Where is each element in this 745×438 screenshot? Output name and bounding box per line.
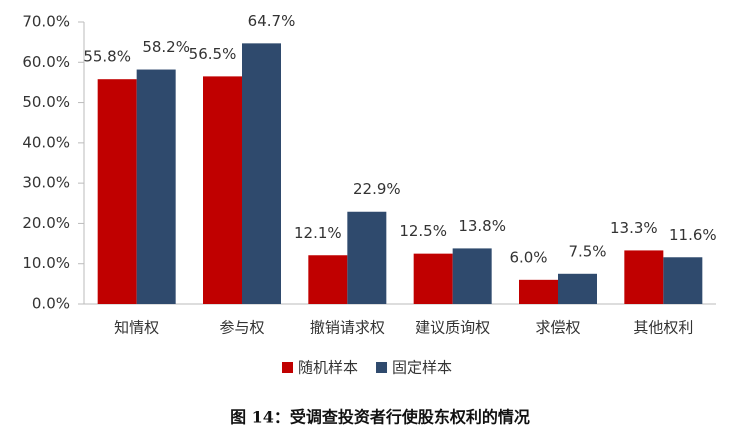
- value-label: 64.7%: [248, 12, 296, 30]
- y-tick-label: 60.0%: [22, 53, 70, 71]
- bar: [413, 253, 453, 304]
- bar: [308, 255, 348, 304]
- bar: [519, 279, 558, 304]
- bar: [663, 257, 703, 304]
- x-tick-label: 参与权: [219, 319, 264, 337]
- y-tick-label: 20.0%: [22, 214, 70, 232]
- y-tick-label: 70.0%: [22, 13, 70, 31]
- x-tick-label: 其他权利: [633, 319, 693, 337]
- value-label: 11.6%: [669, 226, 717, 244]
- bar: [558, 273, 597, 304]
- x-tick-label: 求偿权: [535, 319, 580, 337]
- x-tick-label: 知情权: [114, 319, 159, 337]
- value-label: 12.1%: [294, 224, 342, 242]
- y-tick-label: 50.0%: [22, 93, 70, 111]
- value-label: 7.5%: [568, 242, 606, 260]
- bar: [136, 69, 176, 304]
- legend-swatch: [376, 362, 388, 373]
- x-tick-label: 建议质询权: [415, 319, 490, 337]
- value-label: 13.3%: [610, 219, 658, 237]
- y-tick-label: 0.0%: [32, 295, 70, 313]
- value-label: 55.8%: [83, 48, 131, 66]
- y-tick-label: 10.0%: [22, 254, 70, 272]
- y-tick-label: 40.0%: [22, 133, 70, 151]
- legend-swatch: [282, 362, 293, 373]
- bar: [347, 211, 387, 304]
- legend-label: 固定样本: [392, 359, 452, 377]
- value-label: 12.5%: [399, 222, 447, 240]
- value-label: 58.2%: [142, 38, 190, 56]
- value-label: 22.9%: [353, 180, 401, 198]
- x-tick-label: 撤销请求权: [310, 319, 385, 337]
- value-label: 13.8%: [458, 217, 506, 235]
- value-label: 56.5%: [189, 45, 237, 63]
- bar: [242, 43, 281, 304]
- value-label: 6.0%: [509, 248, 547, 266]
- bar: [203, 76, 242, 304]
- bar: [452, 248, 492, 304]
- y-tick-label: 30.0%: [22, 174, 70, 192]
- chart-caption: 图 14：受调查投资者行使股东权利的情况: [230, 408, 530, 427]
- bar: [624, 250, 664, 304]
- bar: [97, 79, 137, 304]
- legend-label: 随机样本: [298, 359, 358, 377]
